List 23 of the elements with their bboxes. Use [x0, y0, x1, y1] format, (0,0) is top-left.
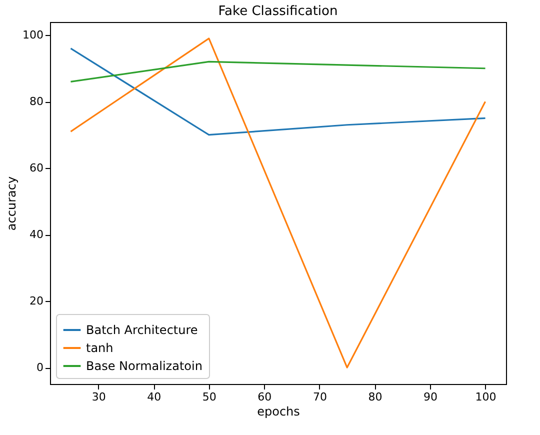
x-tick-label: 70 [312, 390, 327, 404]
x-tick-label: 90 [424, 390, 438, 404]
legend-label: tanh [86, 341, 114, 355]
line-series [70, 48, 486, 136]
x-tick-label: 80 [368, 390, 382, 404]
x-tick-label: 60 [258, 390, 272, 404]
line-series [70, 38, 486, 368]
y-tick-label: 60 [30, 162, 44, 175]
x-tick-label: 50 [202, 390, 216, 404]
chart-title: Fake Classification [218, 4, 338, 19]
x-tick-label: 30 [92, 390, 106, 404]
x-axis-title: epochs [257, 404, 300, 418]
line-series [70, 60, 486, 82]
x-tick-label: 40 [147, 390, 162, 404]
y-tick-label: 0 [36, 361, 44, 374]
y-axis-title: accuracy [4, 176, 19, 231]
legend-label: Batch Architecture [86, 323, 198, 337]
x-tick-label: 100 [475, 390, 496, 404]
y-tick-label: 80 [30, 95, 44, 108]
legend-label: Base Normalizatoin [86, 359, 202, 373]
y-tick-label: 40 [30, 228, 44, 242]
y-tick-label: 20 [30, 294, 44, 308]
y-tick-label: 100 [22, 28, 44, 42]
